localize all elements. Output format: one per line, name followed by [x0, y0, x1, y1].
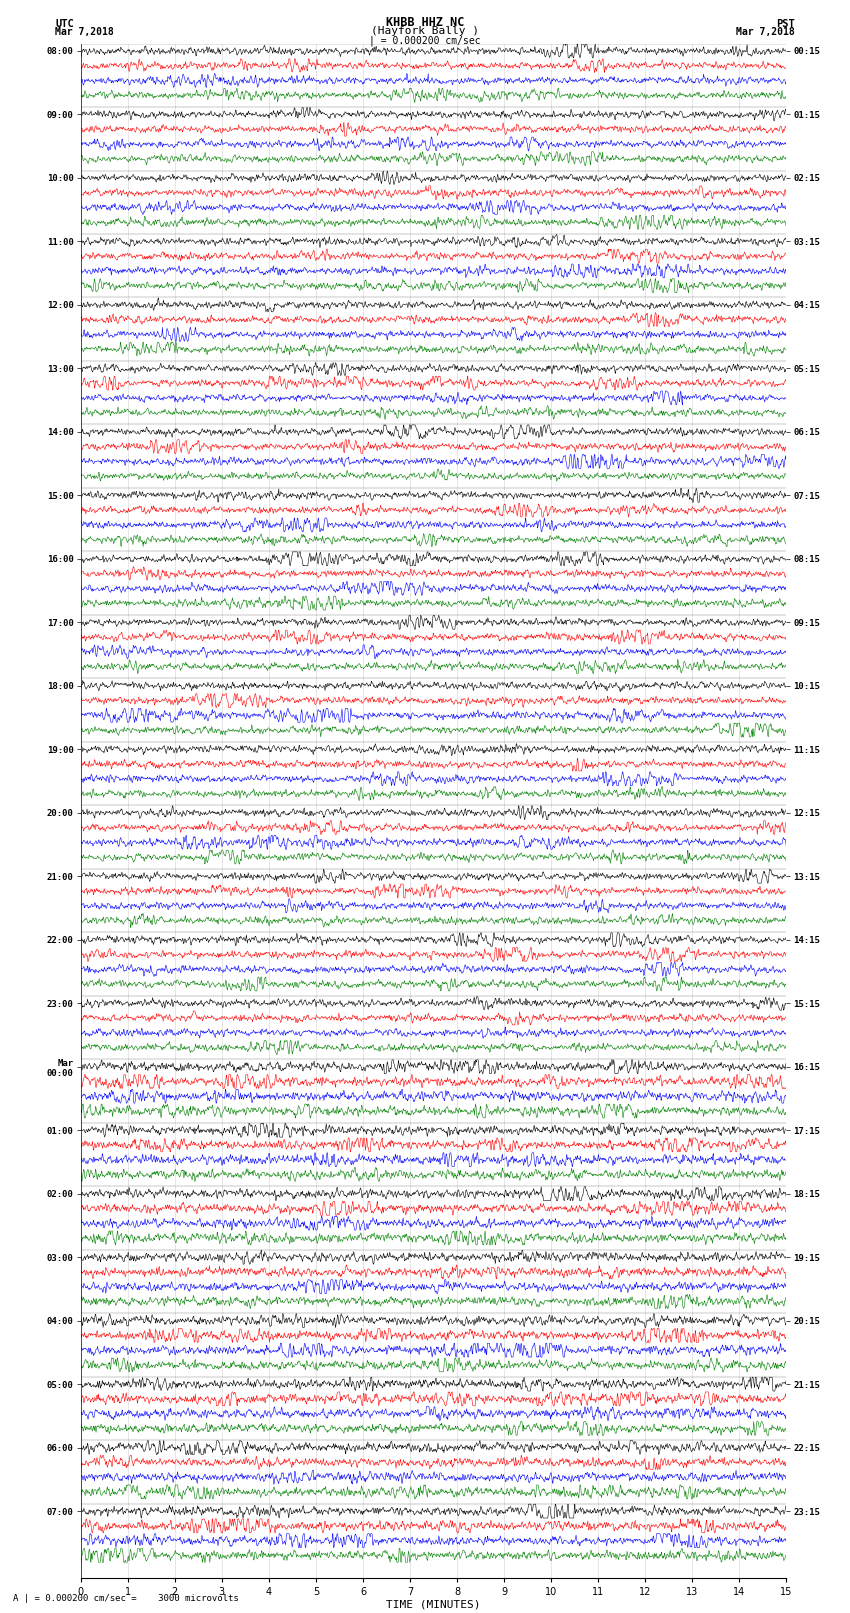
Text: PST: PST	[776, 19, 795, 29]
X-axis label: TIME (MINUTES): TIME (MINUTES)	[386, 1600, 481, 1610]
Text: Mar 7,2018: Mar 7,2018	[55, 27, 114, 37]
Text: | = 0.000200 cm/sec: | = 0.000200 cm/sec	[369, 35, 481, 47]
Text: (Hayfork Bally ): (Hayfork Bally )	[371, 26, 479, 35]
Text: Mar 7,2018: Mar 7,2018	[736, 27, 795, 37]
Text: UTC: UTC	[55, 19, 74, 29]
Text: KHBB HHZ NC: KHBB HHZ NC	[386, 16, 464, 29]
Text: A | = 0.000200 cm/sec =    3000 microvolts: A | = 0.000200 cm/sec = 3000 microvolts	[13, 1594, 239, 1603]
